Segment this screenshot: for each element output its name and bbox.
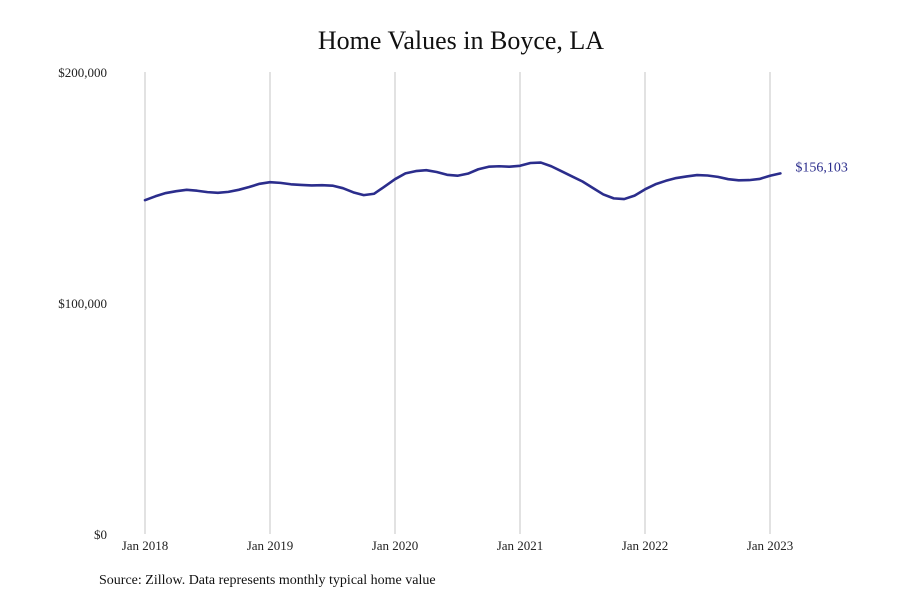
data-point [716, 175, 720, 179]
data-point [560, 169, 564, 173]
y-axis-ticks: $0 $100,000 $200,000 [58, 65, 107, 542]
data-point [487, 165, 491, 169]
y-tick-label: $200,000 [58, 65, 107, 80]
data-point [601, 192, 605, 196]
data-point [445, 173, 449, 177]
data-point [570, 174, 574, 178]
data-point [393, 177, 397, 181]
data-point [206, 190, 210, 194]
source-note: Source: Zillow. Data represents monthly … [99, 573, 436, 588]
data-point [726, 177, 730, 181]
data-point [226, 190, 230, 194]
data-point [508, 165, 512, 169]
x-tick-label: Jan 2023 [747, 538, 794, 553]
data-point [476, 167, 480, 171]
data-point [653, 182, 657, 186]
data-point [195, 189, 199, 193]
data-point [237, 188, 241, 192]
data-point [403, 171, 407, 175]
data-point [247, 185, 251, 189]
data-point [320, 183, 324, 187]
data-point [153, 194, 157, 198]
data-point [706, 173, 710, 177]
data-point [414, 169, 418, 173]
x-tick-label: Jan 2020 [372, 538, 419, 553]
data-point [539, 161, 543, 165]
data-point [758, 177, 762, 181]
gridlines [144, 72, 771, 534]
data-point [331, 184, 335, 188]
data-point [383, 185, 387, 189]
x-axis-ticks: Jan 2018 Jan 2019 Jan 2020 Jan 2021 Jan 2022… [122, 538, 794, 553]
data-point [633, 194, 637, 198]
data-point [278, 181, 282, 185]
data-point [549, 164, 553, 168]
data-point [351, 190, 355, 194]
data-point [299, 183, 303, 187]
data-labels: $156,103 [795, 160, 848, 175]
data-point [674, 176, 678, 180]
data-point [685, 174, 689, 178]
data-point [612, 196, 616, 200]
data-point [185, 188, 189, 192]
data-point [435, 170, 439, 174]
data-point [456, 174, 460, 178]
data-point [747, 178, 751, 182]
chart-title: Home Values in Boyce, LA [317, 26, 605, 55]
x-tick-label: Jan 2018 [122, 538, 169, 553]
data-point [341, 186, 345, 190]
data-point [310, 183, 314, 187]
data-point [143, 198, 147, 202]
data-point [778, 171, 782, 175]
data-point [258, 182, 262, 186]
data-point [424, 168, 428, 172]
data-point [372, 192, 376, 196]
x-tick-label: Jan 2022 [622, 538, 669, 553]
series-group [143, 161, 782, 202]
y-tick-label: $100,000 [58, 296, 107, 311]
data-point [591, 186, 595, 190]
data-point [695, 173, 699, 177]
data-point [466, 172, 470, 176]
data-point [664, 179, 668, 183]
data-point [289, 182, 293, 186]
data-point [581, 179, 585, 183]
data-point [164, 191, 168, 195]
data-point [216, 191, 220, 195]
data-point [622, 197, 626, 201]
data-point [268, 180, 272, 184]
data-point [643, 187, 647, 191]
data-point [497, 164, 501, 168]
x-tick-label: Jan 2021 [497, 538, 544, 553]
y-tick-label: $0 [94, 527, 107, 542]
series-line [143, 161, 782, 202]
data-point [737, 178, 741, 182]
end-value-label: $156,103 [795, 160, 848, 175]
data-point [768, 174, 772, 178]
data-point [174, 189, 178, 193]
data-point [518, 164, 522, 168]
data-point [528, 161, 532, 165]
data-point [362, 193, 366, 197]
x-tick-label: Jan 2019 [247, 538, 294, 553]
